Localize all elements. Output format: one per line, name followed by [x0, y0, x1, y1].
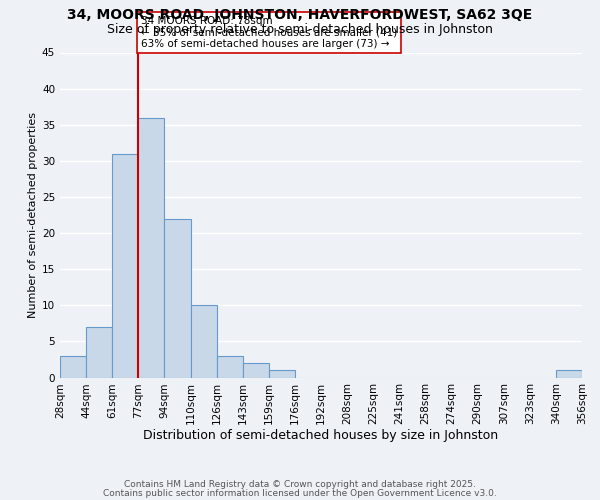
Bar [243, 363, 269, 378]
Text: Contains HM Land Registry data © Crown copyright and database right 2025.: Contains HM Land Registry data © Crown c… [124, 480, 476, 489]
Text: 34, MOORS ROAD, JOHNSTON, HAVERFORDWEST, SA62 3QE: 34, MOORS ROAD, JOHNSTON, HAVERFORDWEST,… [67, 8, 533, 22]
Bar [556, 370, 582, 378]
Text: Size of property relative to semi-detached houses in Johnston: Size of property relative to semi-detach… [107, 22, 493, 36]
Bar [112, 154, 139, 378]
Bar [191, 306, 217, 378]
Bar [86, 327, 112, 378]
X-axis label: Distribution of semi-detached houses by size in Johnston: Distribution of semi-detached houses by … [143, 428, 499, 442]
Bar [217, 356, 243, 378]
Bar [269, 370, 295, 378]
Text: 34 MOORS ROAD: 78sqm
← 35% of semi-detached houses are smaller (41)
63% of semi-: 34 MOORS ROAD: 78sqm ← 35% of semi-detac… [141, 16, 397, 49]
Text: Contains public sector information licensed under the Open Government Licence v3: Contains public sector information licen… [103, 488, 497, 498]
Y-axis label: Number of semi-detached properties: Number of semi-detached properties [28, 112, 38, 318]
Bar [164, 218, 191, 378]
Bar [60, 356, 86, 378]
Bar [139, 118, 164, 378]
